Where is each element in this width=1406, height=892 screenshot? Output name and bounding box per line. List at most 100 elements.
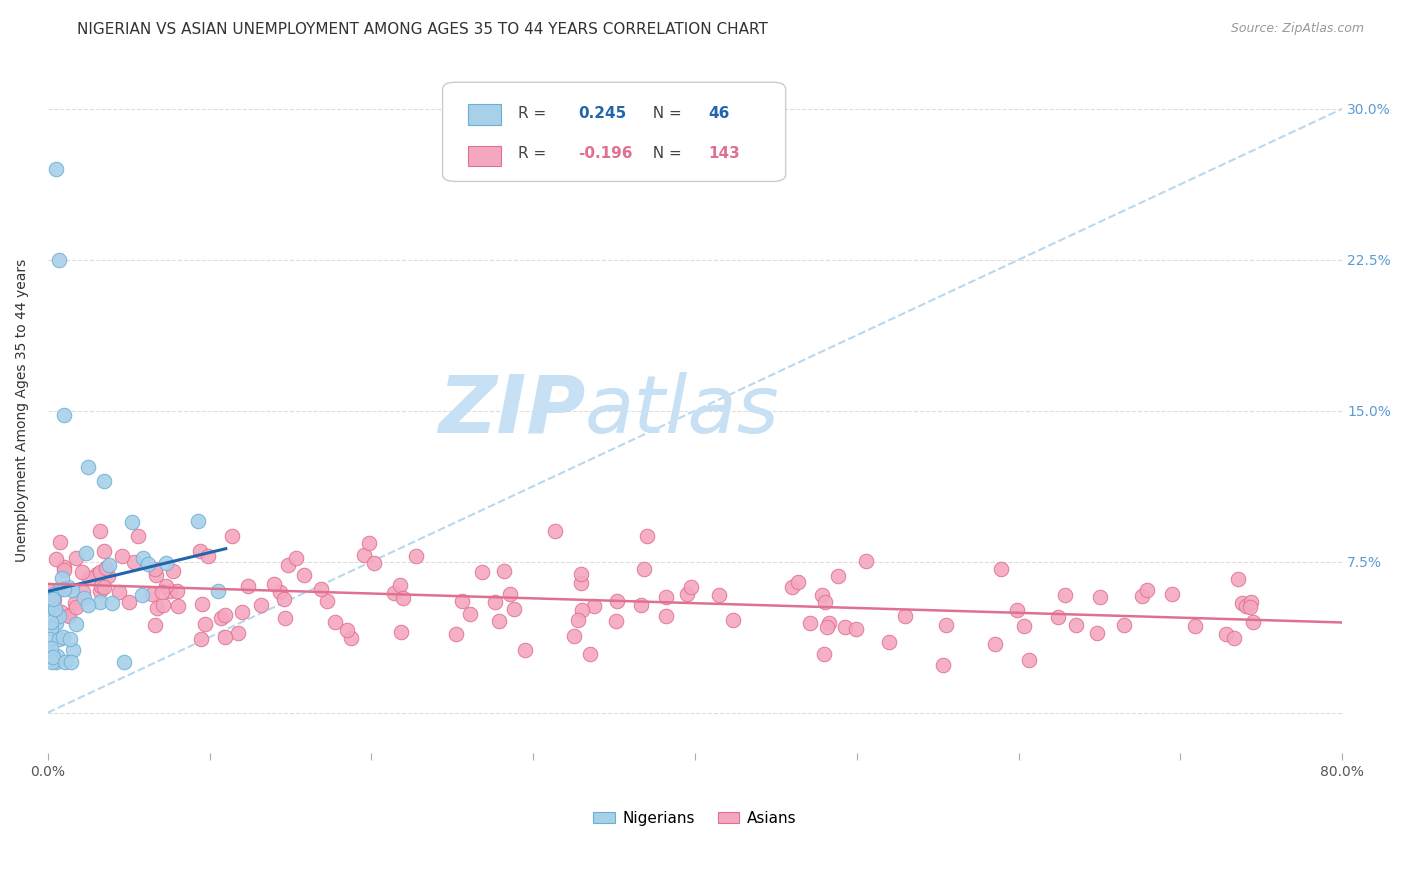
Point — [41, 615, 63, 629]
Point — [827, 569, 849, 583]
Point — [392, 591, 415, 605]
Point — [269, 585, 291, 599]
Point — [207, 584, 229, 599]
Text: N =: N = — [643, 105, 688, 120]
Point — [166, 584, 188, 599]
Point — [44, 593, 66, 607]
Point — [1090, 591, 1112, 605]
Text: atlas: atlas — [585, 372, 780, 450]
Point — [131, 588, 153, 602]
Point — [49, 605, 72, 619]
Point — [112, 656, 135, 670]
Point — [815, 620, 838, 634]
Point — [45, 551, 67, 566]
Point — [62, 642, 84, 657]
Point — [515, 642, 537, 657]
Point — [655, 608, 678, 623]
Point — [77, 599, 100, 613]
Point — [273, 591, 295, 606]
Point — [250, 598, 273, 612]
Point — [655, 590, 678, 604]
Point — [679, 580, 702, 594]
Point — [42, 650, 65, 665]
Point — [214, 630, 236, 644]
Point — [141, 587, 163, 601]
Point — [65, 616, 87, 631]
Point — [834, 620, 856, 634]
Point — [564, 629, 586, 643]
Point — [52, 560, 75, 574]
Point — [709, 588, 731, 602]
Point — [221, 528, 243, 542]
Point — [41, 640, 63, 655]
Point — [984, 637, 1007, 651]
Point — [1085, 625, 1108, 640]
Point — [52, 630, 75, 644]
Point — [162, 564, 184, 578]
Point — [990, 562, 1012, 576]
Point — [263, 577, 285, 591]
Point — [817, 615, 839, 630]
Point — [336, 624, 359, 638]
Point — [405, 549, 427, 563]
Point — [49, 582, 72, 597]
Point — [131, 551, 153, 566]
Point — [811, 588, 834, 602]
Point — [73, 591, 96, 605]
Point — [94, 561, 117, 575]
Point — [194, 616, 217, 631]
Point — [316, 594, 339, 608]
Point — [571, 603, 593, 617]
Point — [48, 534, 70, 549]
Point — [59, 656, 82, 670]
Point — [89, 565, 111, 579]
Point — [494, 564, 516, 578]
Point — [845, 622, 868, 636]
Point — [48, 609, 70, 624]
Point — [58, 632, 80, 646]
Point — [1053, 588, 1076, 602]
Y-axis label: Unemployment Among Ages 35 to 44 years: Unemployment Among Ages 35 to 44 years — [15, 259, 30, 562]
Point — [1230, 596, 1253, 610]
Text: -0.196: -0.196 — [578, 145, 633, 161]
Point — [190, 632, 212, 646]
Point — [1184, 619, 1206, 633]
Point — [52, 563, 75, 577]
Point — [90, 579, 112, 593]
Point — [458, 607, 481, 621]
Point — [108, 584, 131, 599]
Point — [932, 657, 955, 672]
Point — [56, 580, 79, 594]
Point — [1160, 587, 1182, 601]
Point — [1136, 583, 1159, 598]
Point — [578, 647, 600, 661]
Point — [231, 605, 253, 619]
Point — [188, 544, 211, 558]
Point — [721, 613, 744, 627]
Point — [65, 550, 87, 565]
Point — [1236, 599, 1258, 613]
Point — [544, 524, 567, 539]
Point — [569, 576, 592, 591]
Point — [122, 555, 145, 569]
Point — [48, 252, 70, 267]
Point — [65, 600, 87, 615]
Point — [323, 615, 346, 629]
Point — [75, 546, 97, 560]
Point — [145, 567, 167, 582]
Point — [1114, 618, 1136, 632]
Point — [451, 593, 474, 607]
FancyBboxPatch shape — [443, 82, 786, 181]
Point — [97, 558, 120, 572]
Point — [1239, 599, 1261, 614]
Point — [121, 516, 143, 530]
Point — [444, 627, 467, 641]
Point — [60, 582, 83, 597]
Point — [214, 607, 236, 622]
Point — [101, 596, 124, 610]
Point — [471, 565, 494, 579]
Point — [1239, 595, 1261, 609]
Point — [167, 599, 190, 613]
Point — [89, 583, 111, 598]
Point — [152, 598, 174, 612]
